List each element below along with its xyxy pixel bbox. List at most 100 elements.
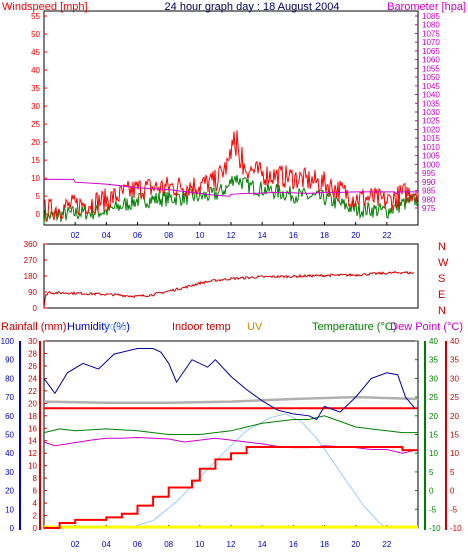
rain-tick-label: 20 — [28, 399, 37, 408]
hour-tick-label: 22 — [382, 231, 391, 240]
legend-uv: UV — [247, 321, 263, 333]
barometer-tick-label: 1010 — [422, 143, 440, 152]
hour-tick-label: 10 — [195, 540, 204, 549]
rain-tick-label: 0 — [33, 524, 38, 533]
wind-direction-line — [43, 270, 415, 309]
rain-tick-label: 22 — [28, 387, 37, 396]
rain-tick-label: 24 — [28, 374, 37, 383]
compass-label: N — [438, 305, 446, 317]
windspeed-tick-label: 45 — [31, 48, 40, 57]
hour-tick-label: 04 — [102, 540, 111, 549]
windgust-line — [43, 174, 419, 225]
windspeed-tick-label: 50 — [31, 30, 40, 39]
dewpoint-tick-label: 10 — [450, 449, 459, 458]
hour-tick-label: 16 — [289, 540, 298, 549]
humidity-line — [43, 348, 416, 421]
hour-tick-label: 20 — [351, 231, 360, 240]
legend-humidity: Humidity (%) — [67, 321, 130, 333]
barometer-tick-label: 985 — [422, 187, 436, 196]
hour-tick-label: 14 — [258, 231, 267, 240]
legend-indoor-temp: Indoor temp — [172, 321, 231, 333]
barometer-tick-label: 1015 — [422, 134, 440, 143]
compass-label: S — [438, 273, 445, 285]
humidity-tick-label: 100 — [1, 337, 15, 346]
compass-label: E — [438, 289, 445, 301]
hour-tick-label: 18 — [320, 231, 329, 240]
winddir-tick-label: 90 — [28, 288, 37, 297]
temperature-tick-label: -10 — [429, 524, 441, 533]
rain-tick-label: 2 — [33, 512, 38, 521]
barometer-tick-label: 1080 — [422, 21, 440, 30]
windspeed-line — [43, 130, 419, 222]
winddir-tick-label: 0 — [33, 304, 38, 313]
temperature-tick-label: 5 — [429, 468, 434, 477]
compass-label: N — [438, 241, 446, 253]
windspeed-tick-label: 20 — [31, 138, 40, 147]
barometer-tick-label: 1020 — [422, 125, 440, 134]
dewpoint-tick-label: 35 — [450, 356, 459, 365]
hour-tick-label: 02 — [71, 540, 80, 549]
humidity-tick-label: 0 — [10, 524, 15, 533]
temperature-tick-label: 35 — [429, 356, 438, 365]
hour-tick-label: 20 — [351, 540, 360, 549]
dewpoint-tick-label: 5 — [450, 468, 455, 477]
chart-title: 24 hour graph day : 18 August 2004 — [165, 1, 340, 13]
humidity-tick-label: 80 — [5, 374, 14, 383]
windspeed-axis-label: Windspeed [mph] — [2, 1, 88, 13]
windspeed-tick-label: 5 — [36, 192, 41, 201]
dewpoint-tick-label: 15 — [450, 431, 459, 440]
windspeed-tick-label: 25 — [31, 120, 40, 129]
barometer-tick-label: 1035 — [422, 99, 440, 108]
barometer-tick-label: 1065 — [422, 47, 440, 56]
barometer-tick-label: 1055 — [422, 64, 440, 73]
barometer-tick-label: 980 — [422, 195, 436, 204]
rain-tick-label: 28 — [28, 349, 37, 358]
hour-tick-label: 12 — [227, 231, 236, 240]
temperature-tick-label: 25 — [429, 393, 438, 402]
windspeed-tick-label: 35 — [31, 84, 40, 93]
rain-tick-label: 26 — [28, 362, 37, 371]
barometer-axis-label: Barometer [hpa] — [387, 1, 466, 13]
temperature-line — [43, 415, 418, 435]
barometer-tick-label: 995 — [422, 169, 436, 178]
dewpoint-tick-label: -5 — [450, 505, 458, 514]
compass-label: W — [438, 257, 449, 269]
dewpoint-tick-label: 20 — [450, 412, 459, 421]
rain-tick-label: 6 — [33, 487, 38, 496]
rain-tick-label: 4 — [33, 499, 38, 508]
barometer-tick-label: 1030 — [422, 108, 440, 117]
legend-temperature: Temperature (°C) — [312, 321, 396, 333]
rain-tick-label: 18 — [28, 412, 37, 421]
multi-series — [43, 348, 419, 529]
winddir-plot-area — [43, 243, 419, 309]
legend-rainfall: Rainfall (mm) — [1, 321, 66, 333]
temperature-tick-label: 40 — [429, 337, 438, 346]
barometer-tick-label: 1005 — [422, 152, 440, 161]
hour-tick-label: 18 — [320, 540, 329, 549]
hour-tick-label: 02 — [71, 231, 80, 240]
rain-tick-label: 16 — [28, 424, 37, 433]
winddir-tick-label: 360 — [24, 240, 38, 249]
dewpoint-tick-label: 25 — [450, 393, 459, 402]
hour-tick-label: 08 — [164, 231, 173, 240]
rain-tick-label: 12 — [28, 449, 37, 458]
humidity-tick-label: 30 — [5, 468, 14, 477]
hour-tick-label: 08 — [164, 540, 173, 549]
hour-tick-label: 06 — [133, 540, 142, 549]
barometer-y-ticks: 1085108010751070106510601055105010451040… — [415, 12, 440, 213]
dewpoint-tick-label: 30 — [450, 374, 459, 383]
humidity-tick-label: 40 — [5, 449, 14, 458]
hour-tick-label: 12 — [227, 540, 236, 549]
rain-tick-label: 8 — [33, 474, 38, 483]
temperature-tick-label: 15 — [429, 431, 438, 440]
multi-plot-area — [43, 340, 419, 529]
temperature-y-ticks: 40 35 30 25 20 15 10 5 0 -5 -10 — [415, 337, 441, 533]
humidity-tick-label: 10 — [5, 505, 14, 514]
rainfall-line — [44, 446, 418, 529]
hour-tick-label: 14 — [258, 540, 267, 549]
